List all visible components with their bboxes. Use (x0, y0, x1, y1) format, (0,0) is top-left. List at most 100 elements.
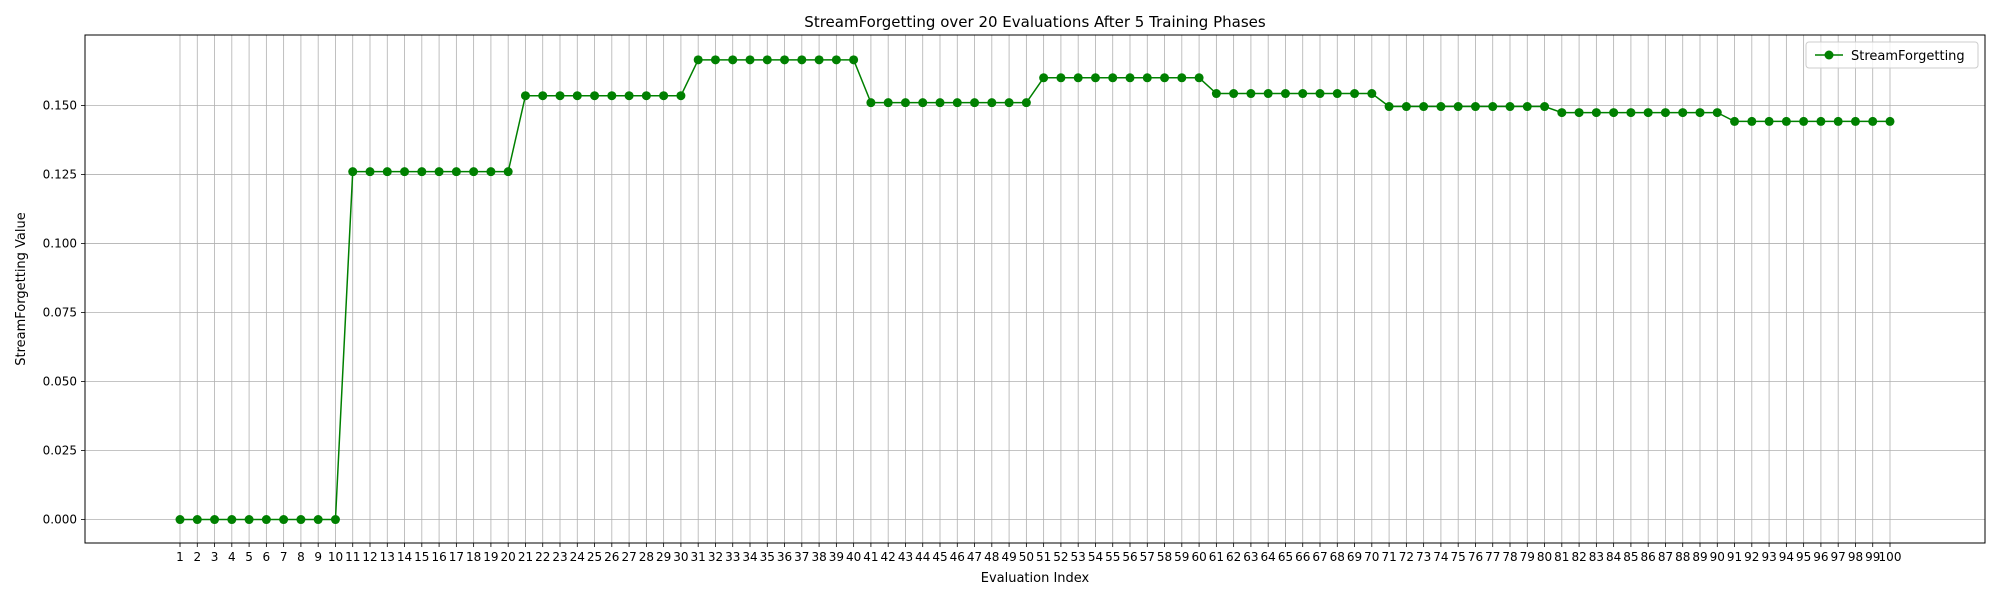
x-tick-label: 63 (1243, 550, 1258, 564)
x-tick-label: 70 (1364, 550, 1379, 564)
x-tick-label: 25 (587, 550, 602, 564)
x-tick-label: 66 (1295, 550, 1310, 564)
data-point (1194, 73, 1204, 83)
x-tick-label: 80 (1537, 550, 1552, 564)
legend-label-streamforgetting: StreamForgetting (1851, 49, 1965, 64)
x-tick-label: 13 (380, 550, 395, 564)
data-point (970, 98, 980, 108)
x-tick-label: 73 (1416, 550, 1431, 564)
y-tick-label: 0.100 (43, 236, 77, 250)
data-point (434, 167, 444, 177)
data-point (417, 167, 427, 177)
x-tick-label: 18 (466, 550, 481, 564)
x-tick-label: 3 (211, 550, 219, 564)
y-tick-label: 0.125 (43, 167, 77, 181)
x-tick-label: 33 (725, 550, 740, 564)
x-tick-label: 51 (1036, 550, 1051, 564)
data-point (1004, 98, 1014, 108)
legend: StreamForgetting (1805, 41, 1979, 69)
x-tick-label: 69 (1347, 550, 1362, 564)
data-point (261, 515, 271, 525)
x-tick-label: 39 (829, 550, 844, 564)
data-point (1781, 116, 1791, 126)
x-tick-label: 49 (1001, 550, 1016, 564)
data-point (1280, 89, 1290, 99)
data-point (400, 167, 410, 177)
data-point (1021, 98, 1031, 108)
x-tick-label: 28 (639, 550, 654, 564)
x-tick-label: 11 (345, 550, 360, 564)
x-tick-label: 62 (1226, 550, 1241, 564)
x-tick-label: 74 (1433, 550, 1448, 564)
data-point (175, 515, 185, 525)
x-tick-label: 96 (1813, 550, 1828, 564)
x-tick-label: 98 (1848, 550, 1863, 564)
data-point (1177, 73, 1187, 83)
x-tick-label: 45 (932, 550, 947, 564)
y-tick-label: 0.000 (43, 513, 77, 527)
x-tick-label: 34 (742, 550, 757, 564)
legend-frame (1805, 41, 1979, 69)
x-tick-label: 40 (846, 550, 861, 564)
data-point (814, 55, 824, 65)
data-point (797, 55, 807, 65)
data-point (227, 515, 237, 525)
x-tick-label: 16 (431, 550, 446, 564)
data-point (1315, 89, 1325, 99)
x-tick-label: 100 (1879, 550, 1902, 564)
data-point (382, 167, 392, 177)
x-tick-label: 77 (1485, 550, 1500, 564)
data-point (745, 55, 755, 65)
x-tick-label: 32 (708, 550, 723, 564)
data-point (503, 167, 513, 177)
data-point (538, 91, 548, 101)
x-tick-label: 85 (1623, 550, 1638, 564)
x-tick-label: 56 (1122, 550, 1137, 564)
x-tick-label: 94 (1779, 550, 1794, 564)
data-point (1160, 73, 1170, 83)
data-point (1557, 108, 1567, 118)
x-tick-label: 67 (1312, 550, 1327, 564)
data-point (693, 55, 703, 65)
x-tick-label: 78 (1502, 550, 1517, 564)
x-tick-label: 30 (673, 550, 688, 564)
data-point (641, 91, 651, 101)
x-tick-label: 1 (176, 550, 184, 564)
data-point (1609, 108, 1619, 118)
data-point (520, 91, 530, 101)
x-tick-label: 83 (1589, 550, 1604, 564)
x-tick-label: 21 (518, 550, 533, 564)
data-point (330, 515, 340, 525)
data-point (1747, 116, 1757, 126)
x-tick-label: 86 (1641, 550, 1656, 564)
x-tick-label: 95 (1796, 550, 1811, 564)
x-tick-label: 10 (328, 550, 343, 564)
data-point (1436, 102, 1446, 112)
x-tick-label: 61 (1209, 550, 1224, 564)
data-point (1453, 102, 1463, 112)
data-point (1730, 116, 1740, 126)
data-point (780, 55, 790, 65)
data-point (1764, 116, 1774, 126)
x-tick-label: 9 (314, 550, 322, 564)
data-point (1367, 89, 1377, 99)
data-point (1488, 102, 1498, 112)
data-point (1522, 102, 1532, 112)
y-tick-label: 0.050 (43, 374, 77, 388)
data-point (883, 98, 893, 108)
data-point (710, 55, 720, 65)
data-point (1039, 73, 1049, 83)
data-point (1816, 116, 1826, 126)
x-tick-label: 59 (1174, 550, 1189, 564)
x-axis-label: Evaluation Index (981, 571, 1090, 586)
x-tick-label: 26 (604, 550, 619, 564)
data-point (952, 98, 962, 108)
data-point (762, 55, 772, 65)
data-point (313, 515, 323, 525)
data-point (659, 91, 669, 101)
data-points (175, 55, 1895, 525)
x-tick-label: 8 (297, 550, 305, 564)
x-tick-label: 4 (228, 550, 236, 564)
x-tick-label: 2 (193, 550, 201, 564)
